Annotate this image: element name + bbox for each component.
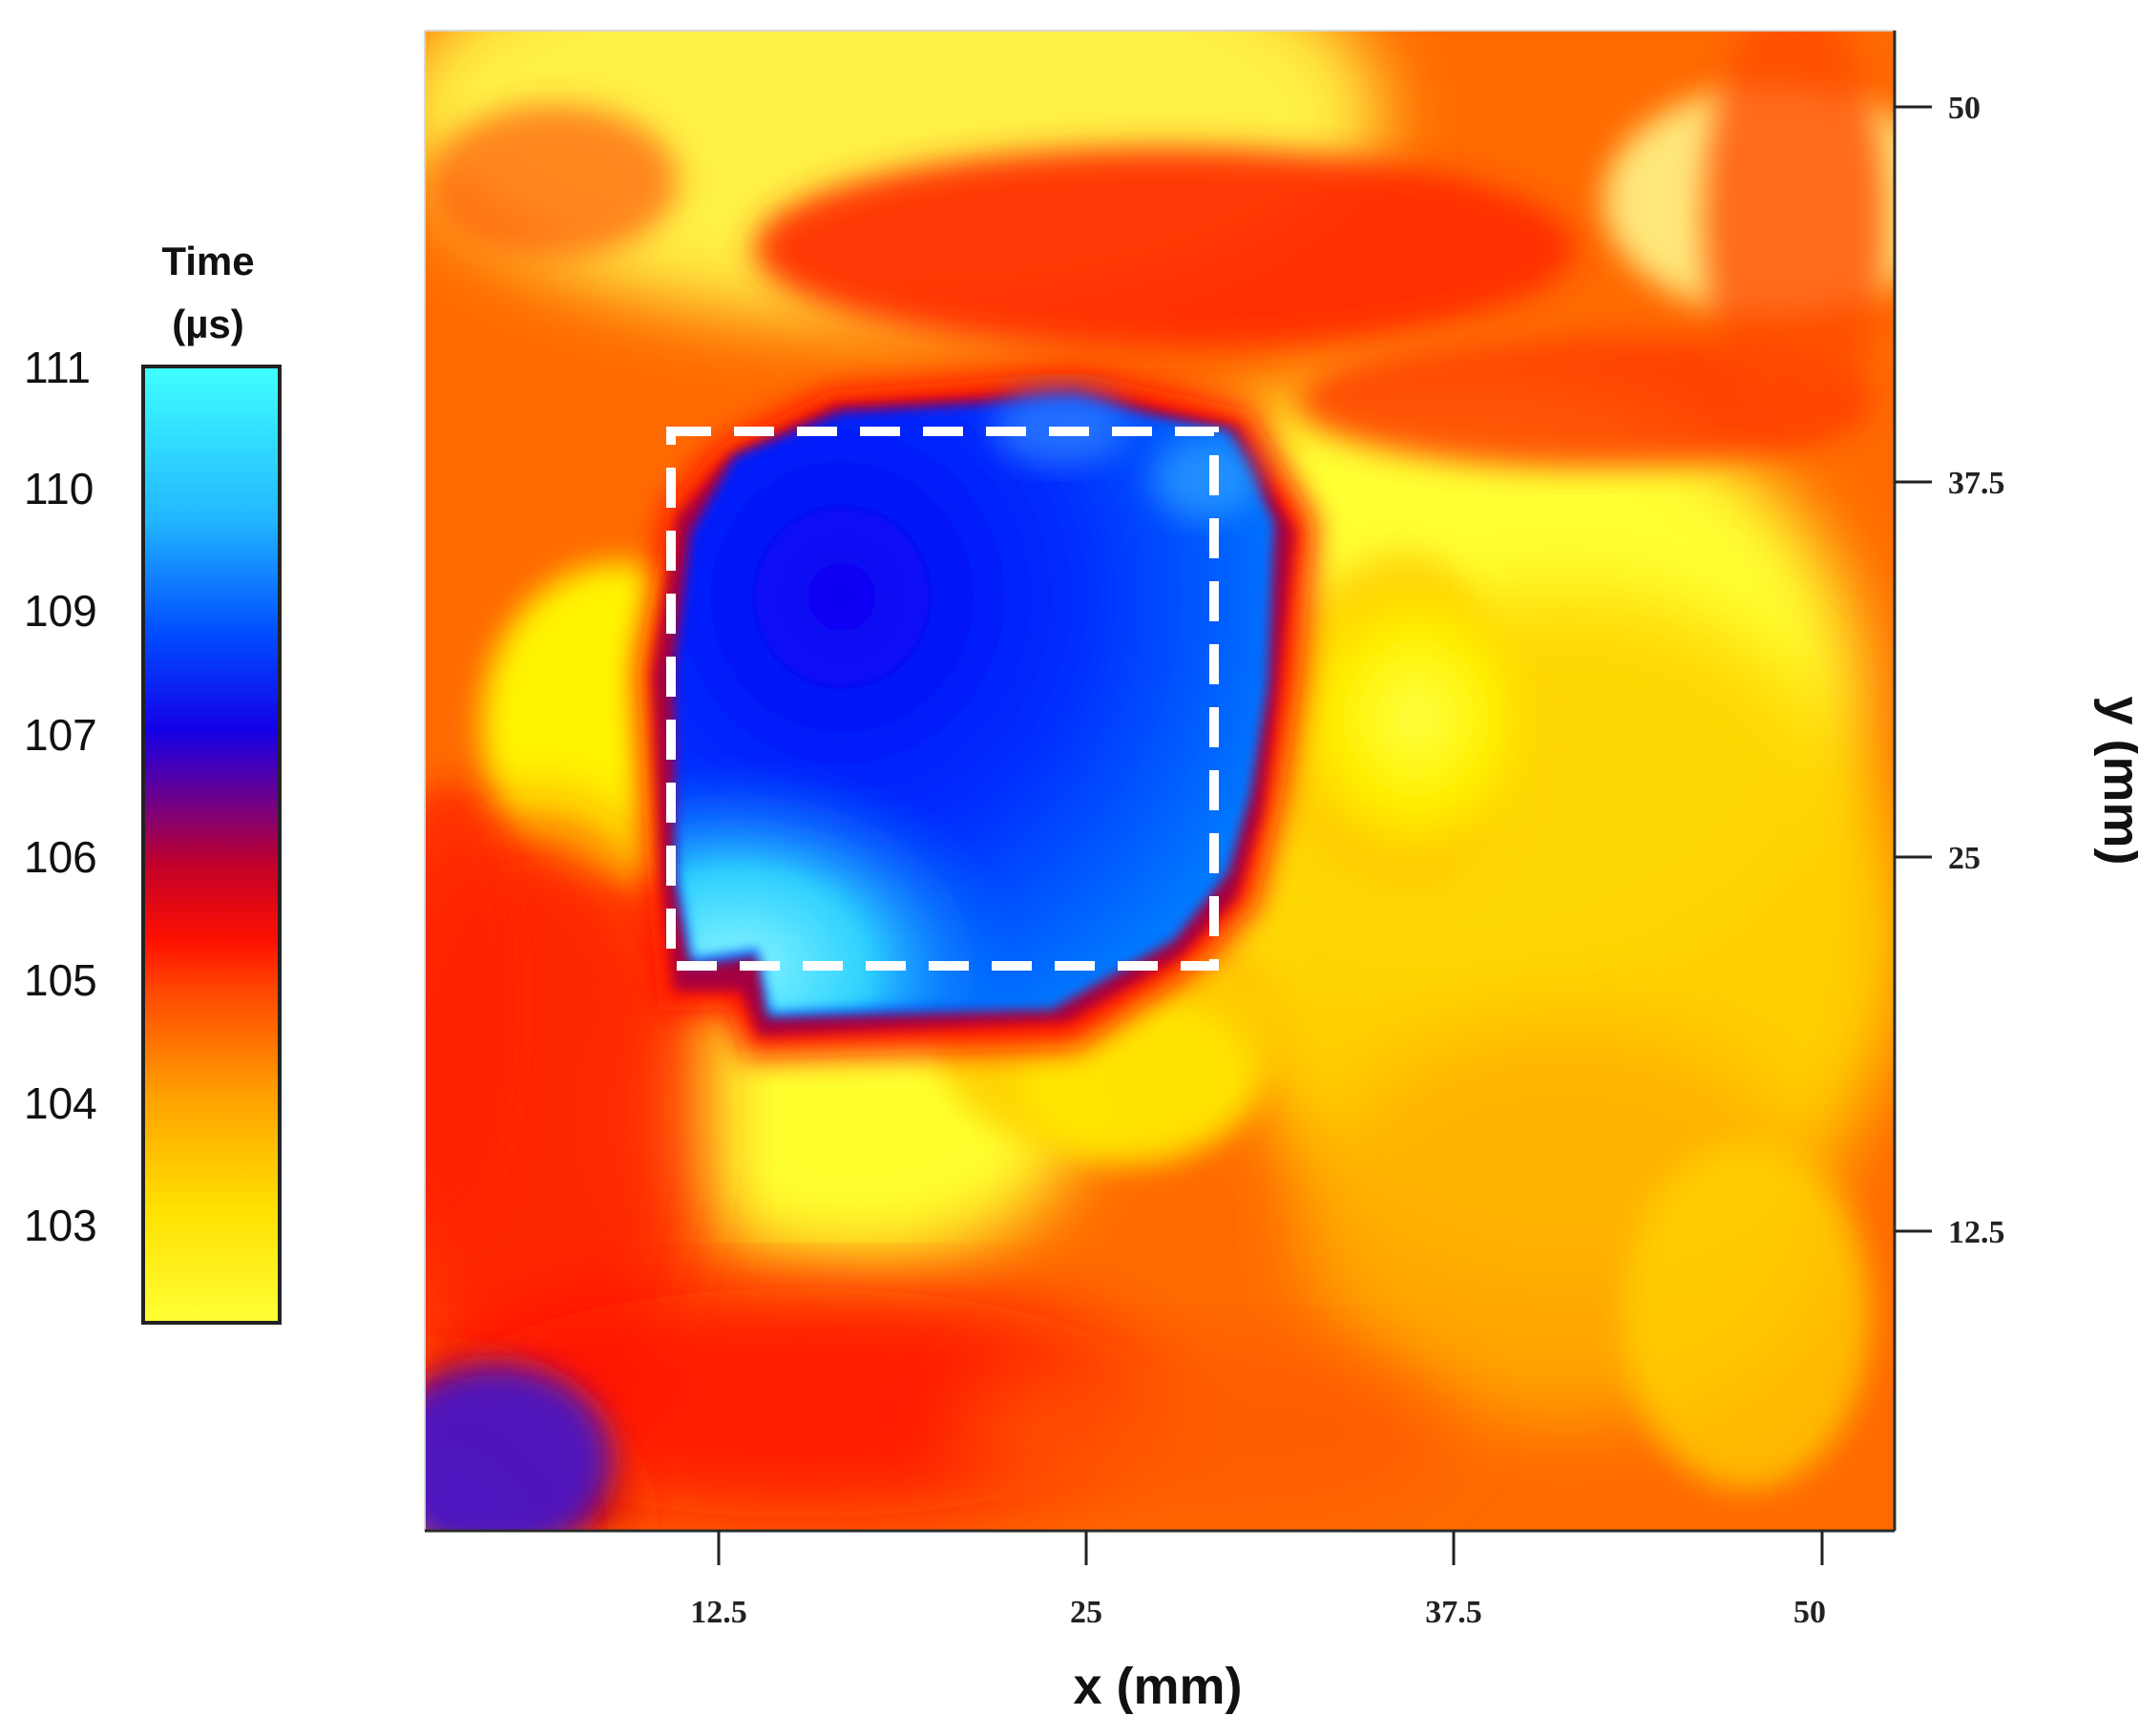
y-tick-label: 37.5 <box>1948 466 2005 501</box>
x-tick-label: 50 <box>1793 1595 1826 1630</box>
colorbar-title-line2: (µs) <box>172 302 244 346</box>
colorbar-tick-label: 109 <box>24 586 97 636</box>
defect-dashed-outline <box>666 427 1219 971</box>
colorbar-tick-label: 107 <box>24 710 97 760</box>
colorbar-tick-label: 110 <box>24 464 94 513</box>
x-tick-label: 12.5 <box>690 1595 747 1630</box>
x-tick-label: 25 <box>1070 1595 1102 1630</box>
x-tick-label: 37.5 <box>1425 1595 1482 1630</box>
colorbar-tick-label: 104 <box>24 1078 97 1128</box>
y-axis-tick-labels: 50 37.5 25 12.5 <box>1948 91 2005 1250</box>
colorbar-tick-label: 111 <box>24 343 91 392</box>
colorbar-title-line1: Time <box>161 239 254 283</box>
y-tick-label: 50 <box>1948 91 1981 126</box>
colorbar-gradient <box>141 365 282 1325</box>
colorbar-tick-label: 105 <box>24 955 97 1005</box>
colorbar-tick-labels: 111 110 109 107 106 105 104 103 <box>24 343 97 1250</box>
heatmap-field <box>425 31 1895 1531</box>
y-axis-ticks <box>1895 105 1932 1233</box>
x-axis-label: x (mm) <box>1073 1658 1242 1715</box>
colorbar: Time (µs) <box>141 239 282 1325</box>
colorbar-tick-label: 106 <box>24 832 97 882</box>
y-axis-label: y (mm) <box>2093 696 2138 865</box>
x-axis-tick-labels: 12.5 25 37.5 50 <box>690 1595 1826 1630</box>
x-axis-ticks <box>717 1531 1824 1565</box>
colorbar-tick-label: 103 <box>24 1201 97 1250</box>
y-tick-label: 12.5 <box>1948 1215 2005 1250</box>
y-tick-label: 25 <box>1948 841 1981 876</box>
